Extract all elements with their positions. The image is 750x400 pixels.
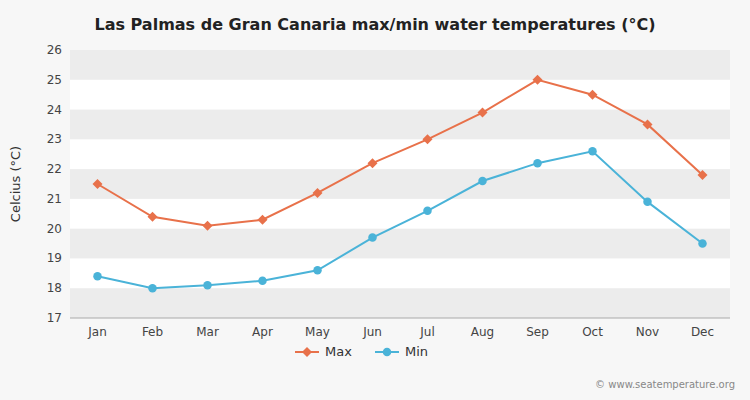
legend-label: Min — [405, 344, 428, 359]
y-tick-label: 26 — [47, 43, 62, 57]
title: Las Palmas de Gran Canaria max/min water… — [94, 15, 655, 34]
point — [148, 284, 157, 293]
legend: Max Min — [295, 344, 428, 359]
point — [643, 198, 652, 207]
plot-area — [93, 75, 708, 293]
x-tick-label: Feb — [142, 325, 163, 339]
x-tick-label: Dec — [691, 325, 714, 339]
point — [368, 233, 377, 242]
x-axis-line — [70, 318, 730, 319]
x-tick-label: May — [305, 325, 330, 339]
y-tick-label: 24 — [47, 103, 62, 117]
x-tick-label: Apr — [252, 325, 273, 339]
plot-background — [70, 50, 730, 318]
y-tick-label: 22 — [47, 162, 62, 176]
point — [478, 177, 487, 186]
band — [70, 50, 730, 80]
point — [368, 158, 378, 168]
band — [70, 169, 730, 199]
point — [533, 159, 542, 168]
point — [203, 281, 212, 290]
legend-marker — [302, 347, 312, 357]
series-line — [98, 151, 703, 288]
point — [588, 147, 597, 156]
watermark: © www.seatemperature.org — [595, 379, 735, 390]
point — [698, 239, 707, 248]
point — [423, 207, 432, 216]
legend-marker — [383, 348, 392, 357]
y-tick-label: 17 — [47, 311, 62, 325]
y-tick-label: 19 — [47, 251, 62, 265]
point — [533, 75, 543, 85]
y-axis-label: Celcius (°C) — [8, 146, 23, 222]
band — [70, 288, 730, 318]
y-axis-line — [70, 50, 71, 318]
point — [93, 179, 103, 189]
x-tick-label: Sep — [526, 325, 549, 339]
point — [148, 212, 158, 222]
legend-label: Max — [325, 344, 352, 359]
y-tick-label: 21 — [47, 192, 62, 206]
x-tick-label: Jun — [362, 325, 382, 339]
point — [258, 277, 267, 286]
point — [93, 272, 102, 281]
point — [478, 108, 488, 118]
chart: 17 18 19 20 21 22 23 24 25 26 Jan Feb Mar Apr May Jun Ju… — [0, 0, 750, 400]
y-tick-label: 20 — [47, 222, 62, 236]
x-tick-label: Oct — [582, 325, 603, 339]
x-tick-label: Aug — [471, 325, 494, 339]
band — [70, 229, 730, 259]
y-tick-label: 23 — [47, 132, 62, 146]
y-tick-label: 18 — [47, 281, 62, 295]
x-tick-label: Nov — [636, 325, 659, 339]
x-tick-label: Jul — [419, 325, 434, 339]
y-tick-label: 25 — [47, 73, 62, 87]
point — [588, 90, 598, 100]
point — [258, 215, 268, 225]
x-tick-label: Jan — [87, 325, 107, 339]
point — [643, 119, 653, 129]
point — [313, 266, 322, 275]
series-line — [98, 80, 703, 226]
band — [70, 110, 730, 140]
point — [698, 170, 708, 180]
point — [423, 134, 433, 144]
x-tick-label: Mar — [196, 325, 219, 339]
point — [313, 188, 323, 198]
point — [203, 221, 213, 231]
